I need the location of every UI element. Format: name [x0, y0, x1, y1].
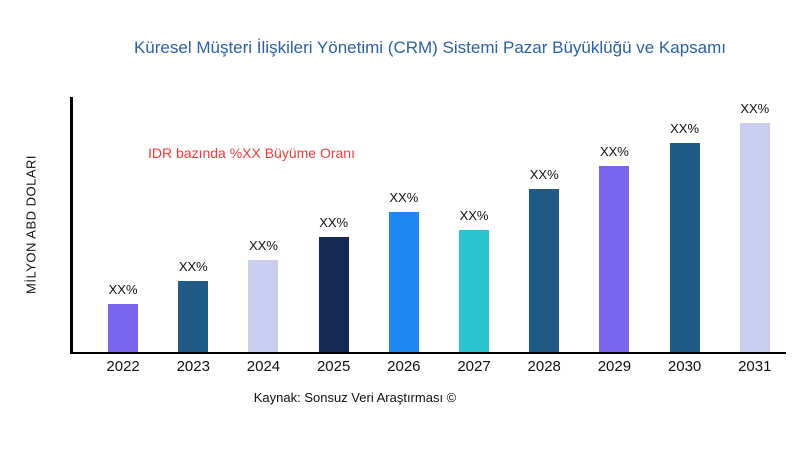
bar-group: XX%: [579, 97, 649, 352]
bar-2022: [108, 303, 139, 352]
bar-value-label: XX%: [178, 258, 208, 274]
bar-value-label: XX%: [459, 208, 489, 224]
bar-value-label: XX%: [389, 190, 419, 206]
x-tick-label: 2023: [176, 358, 210, 375]
bar-value-label: XX%: [108, 281, 138, 297]
bar-2025: [318, 237, 349, 352]
x-axis-line: [70, 352, 786, 354]
bar-group: XX%: [650, 97, 720, 352]
x-tick-label: 2027: [457, 358, 491, 375]
source-caption: Kaynak: Sonsuz Veri Araştırması ©: [253, 390, 457, 405]
bar-value-label: XX%: [670, 121, 700, 137]
bar-group: XX%: [720, 97, 790, 352]
bar-2026: [388, 212, 419, 352]
bar-value-label: XX%: [529, 167, 559, 183]
y-axis-line: [70, 97, 73, 352]
bar-2027: [459, 230, 490, 352]
chart-title: Küresel Müşteri İlişkileri Yönetimi (CRM…: [133, 38, 727, 57]
bar-value-label: XX%: [740, 100, 770, 116]
x-tick-label: 2025: [316, 358, 351, 375]
x-tick-label: 2029: [597, 358, 632, 375]
bar-group: XX%: [299, 97, 369, 352]
bar-2029: [599, 166, 630, 352]
y-axis-label: MİLYON ABD DOLARI: [23, 155, 39, 295]
x-tick-label: 2026: [387, 358, 421, 375]
bar-2028: [529, 189, 560, 352]
bar-2023: [178, 280, 209, 352]
x-tick-label: 2022: [106, 358, 140, 375]
growth-rate-annotation: IDR bazında %XX Büyüme Oranı: [148, 145, 355, 161]
x-tick-label: 2030: [667, 358, 702, 375]
x-tick-label: 2024: [246, 358, 281, 375]
bar-group: XX%: [369, 97, 439, 352]
bar-value-label: XX%: [599, 144, 629, 160]
bar-group: XX%: [439, 97, 509, 352]
bars-container: XX% XX% XX% XX% XX% XX% XX% XX% XX% XX%: [88, 97, 790, 352]
bar-group: XX%: [88, 97, 158, 352]
bar-2030: [669, 143, 700, 352]
bar-2031: [739, 122, 770, 352]
x-axis-tick-labels: 2022 2023 2024 2025 2026 2027 2028 2029 2030 2031: [88, 358, 790, 375]
plot-area: IDR bazında %XX Büyüme Oranı XX% XX% XX% XX…: [70, 97, 790, 354]
x-tick-label: 2028: [527, 358, 561, 375]
bar-group: XX%: [509, 97, 579, 352]
x-tick-label: 2031: [738, 358, 772, 375]
bar-2024: [248, 260, 279, 352]
bar-value-label: XX%: [249, 238, 278, 254]
bar-group: XX%: [158, 97, 228, 352]
bar-value-label: XX%: [319, 215, 349, 231]
bar-group: XX%: [228, 97, 298, 352]
